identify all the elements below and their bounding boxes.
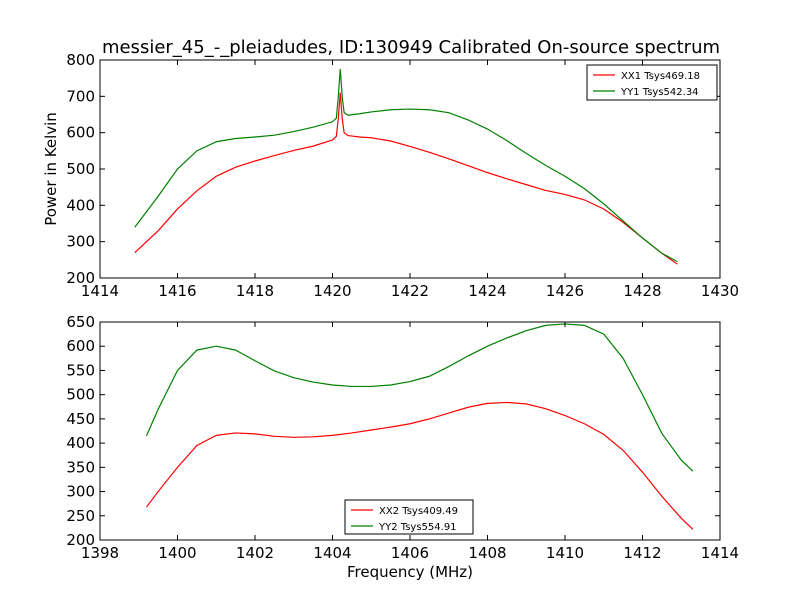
x-axis-label: Frequency (MHz)	[347, 563, 473, 581]
lower-chart: 1398 1400 1402 1404 1406 1408 1410 1412 1414 200 2…	[66, 313, 739, 581]
y-tick-label: 200	[66, 269, 95, 287]
y-tick-label: 800	[66, 51, 95, 69]
series-line-2-2	[145, 323, 694, 472]
chart-title: messier_45_-_pleiadudes, ID:130949 Calib…	[102, 37, 720, 58]
y-tick-label: 650	[66, 313, 95, 331]
x-tick-label: 1408	[468, 544, 506, 562]
y-tick-label: 300	[66, 233, 95, 251]
x-tick-label: 1414	[701, 544, 739, 562]
series-line-2-1	[146, 401, 694, 530]
y-tick-label: 200	[66, 531, 95, 549]
x-tick-label: 1426	[546, 282, 584, 300]
series-line-1-2	[134, 69, 678, 263]
legend-entry: XX1 Tsys469.18	[621, 71, 700, 82]
x-tick-label: 1424	[468, 282, 506, 300]
y-tick-label: 600	[66, 337, 95, 355]
x-tick-label: 1414	[81, 282, 119, 300]
upper-chart: 1414 1416 1418 1420 1422 1424 1426 1428 1430 200 3…	[42, 51, 739, 300]
x-tick-label: 1418	[236, 282, 274, 300]
y-tick-label: 400	[66, 434, 95, 452]
legend-box	[344, 499, 474, 535]
y-tick-label: 500	[66, 386, 95, 404]
y-tick-label: 600	[66, 124, 95, 142]
y-tick-label: 450	[66, 410, 95, 428]
x-tick-label: 1428	[623, 282, 661, 300]
x-tick-label: 1410	[546, 544, 584, 562]
x-tick-label: 1400	[158, 544, 196, 562]
y-tick-label: 550	[66, 361, 95, 379]
legend-box	[586, 64, 718, 101]
y-tick-label: 500	[66, 160, 95, 178]
x-tick-label: 1416	[158, 282, 196, 300]
x-tick-label: 1420	[313, 282, 351, 300]
y-tick-label: 300	[66, 483, 95, 501]
x-tick-label: 1402	[236, 544, 274, 562]
x-tick-label: 1430	[701, 282, 739, 300]
x-tick-label: 1398	[81, 544, 119, 562]
y-tick-label: 700	[66, 87, 95, 105]
legend-entry: YY2 Tsys554.91	[378, 522, 457, 533]
y-axis-label: Power in Kelvin	[42, 112, 60, 226]
legend-entry: XX2 Tsys409.49	[379, 506, 458, 517]
legend-entry: YY1 Tsys542.34	[620, 87, 699, 98]
y-tick-label: 400	[66, 196, 95, 214]
x-tick-label: 1406	[391, 544, 429, 562]
y-tick-label: 350	[66, 458, 95, 476]
y-tick-label: 250	[66, 507, 95, 525]
x-tick-label: 1404	[313, 544, 351, 562]
x-tick-label: 1412	[623, 544, 661, 562]
series-line-1-1	[134, 92, 678, 265]
x-tick-label: 1422	[391, 282, 429, 300]
